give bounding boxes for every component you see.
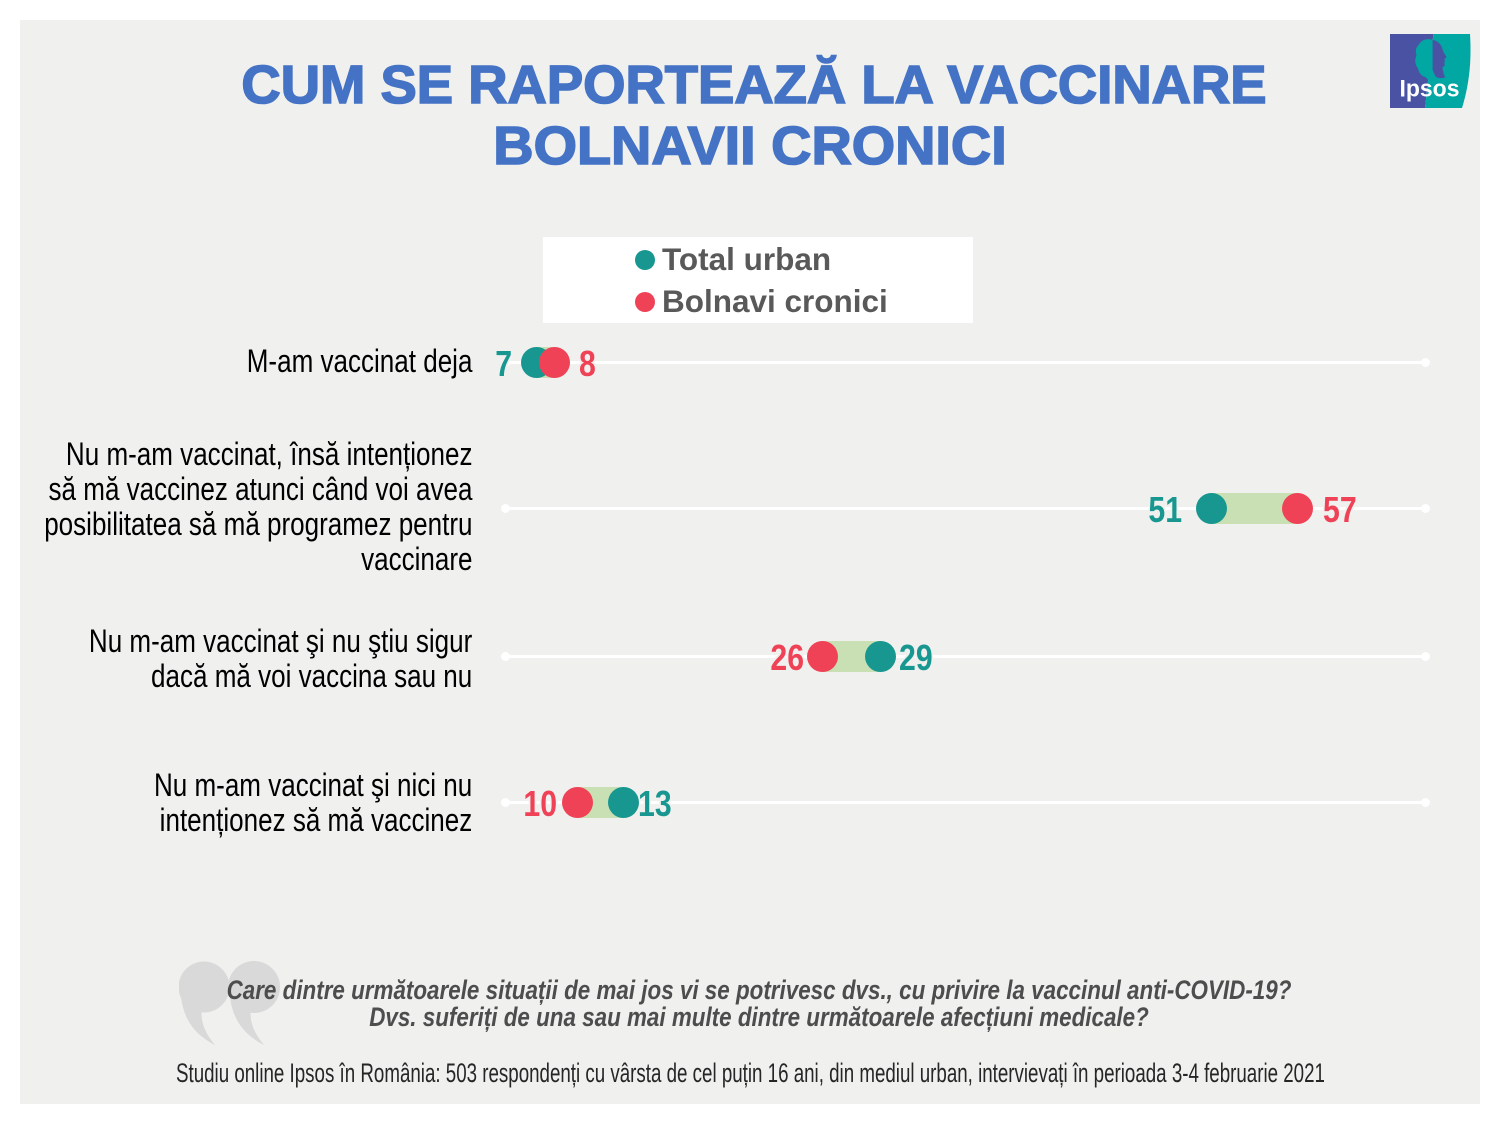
svg-text:Ipsos: Ipsos	[1400, 76, 1460, 103]
